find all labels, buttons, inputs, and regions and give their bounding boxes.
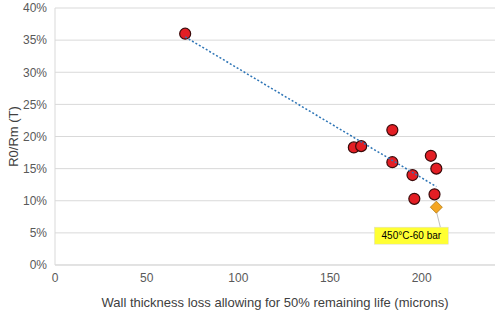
svg-text:50: 50 (140, 271, 154, 285)
svg-text:R0/Rm (T): R0/Rm (T) (8, 106, 21, 167)
svg-text:20%: 20% (23, 130, 47, 144)
svg-text:0: 0 (52, 271, 59, 285)
svg-text:25%: 25% (23, 98, 47, 112)
svg-text:0%: 0% (30, 258, 48, 272)
svg-text:30%: 30% (23, 66, 47, 80)
svg-text:15%: 15% (23, 162, 47, 176)
svg-text:35%: 35% (23, 33, 47, 47)
svg-text:450°C-60 bar: 450°C-60 bar (382, 230, 442, 241)
svg-text:5%: 5% (30, 226, 48, 240)
svg-text:200: 200 (412, 271, 432, 285)
svg-text:Wall thickness loss allowing f: Wall thickness loss allowing for 50% rem… (101, 295, 448, 310)
svg-text:10%: 10% (23, 194, 47, 208)
svg-text:40%: 40% (23, 1, 47, 15)
svg-text:100: 100 (228, 271, 248, 285)
svg-text:150: 150 (320, 271, 340, 285)
